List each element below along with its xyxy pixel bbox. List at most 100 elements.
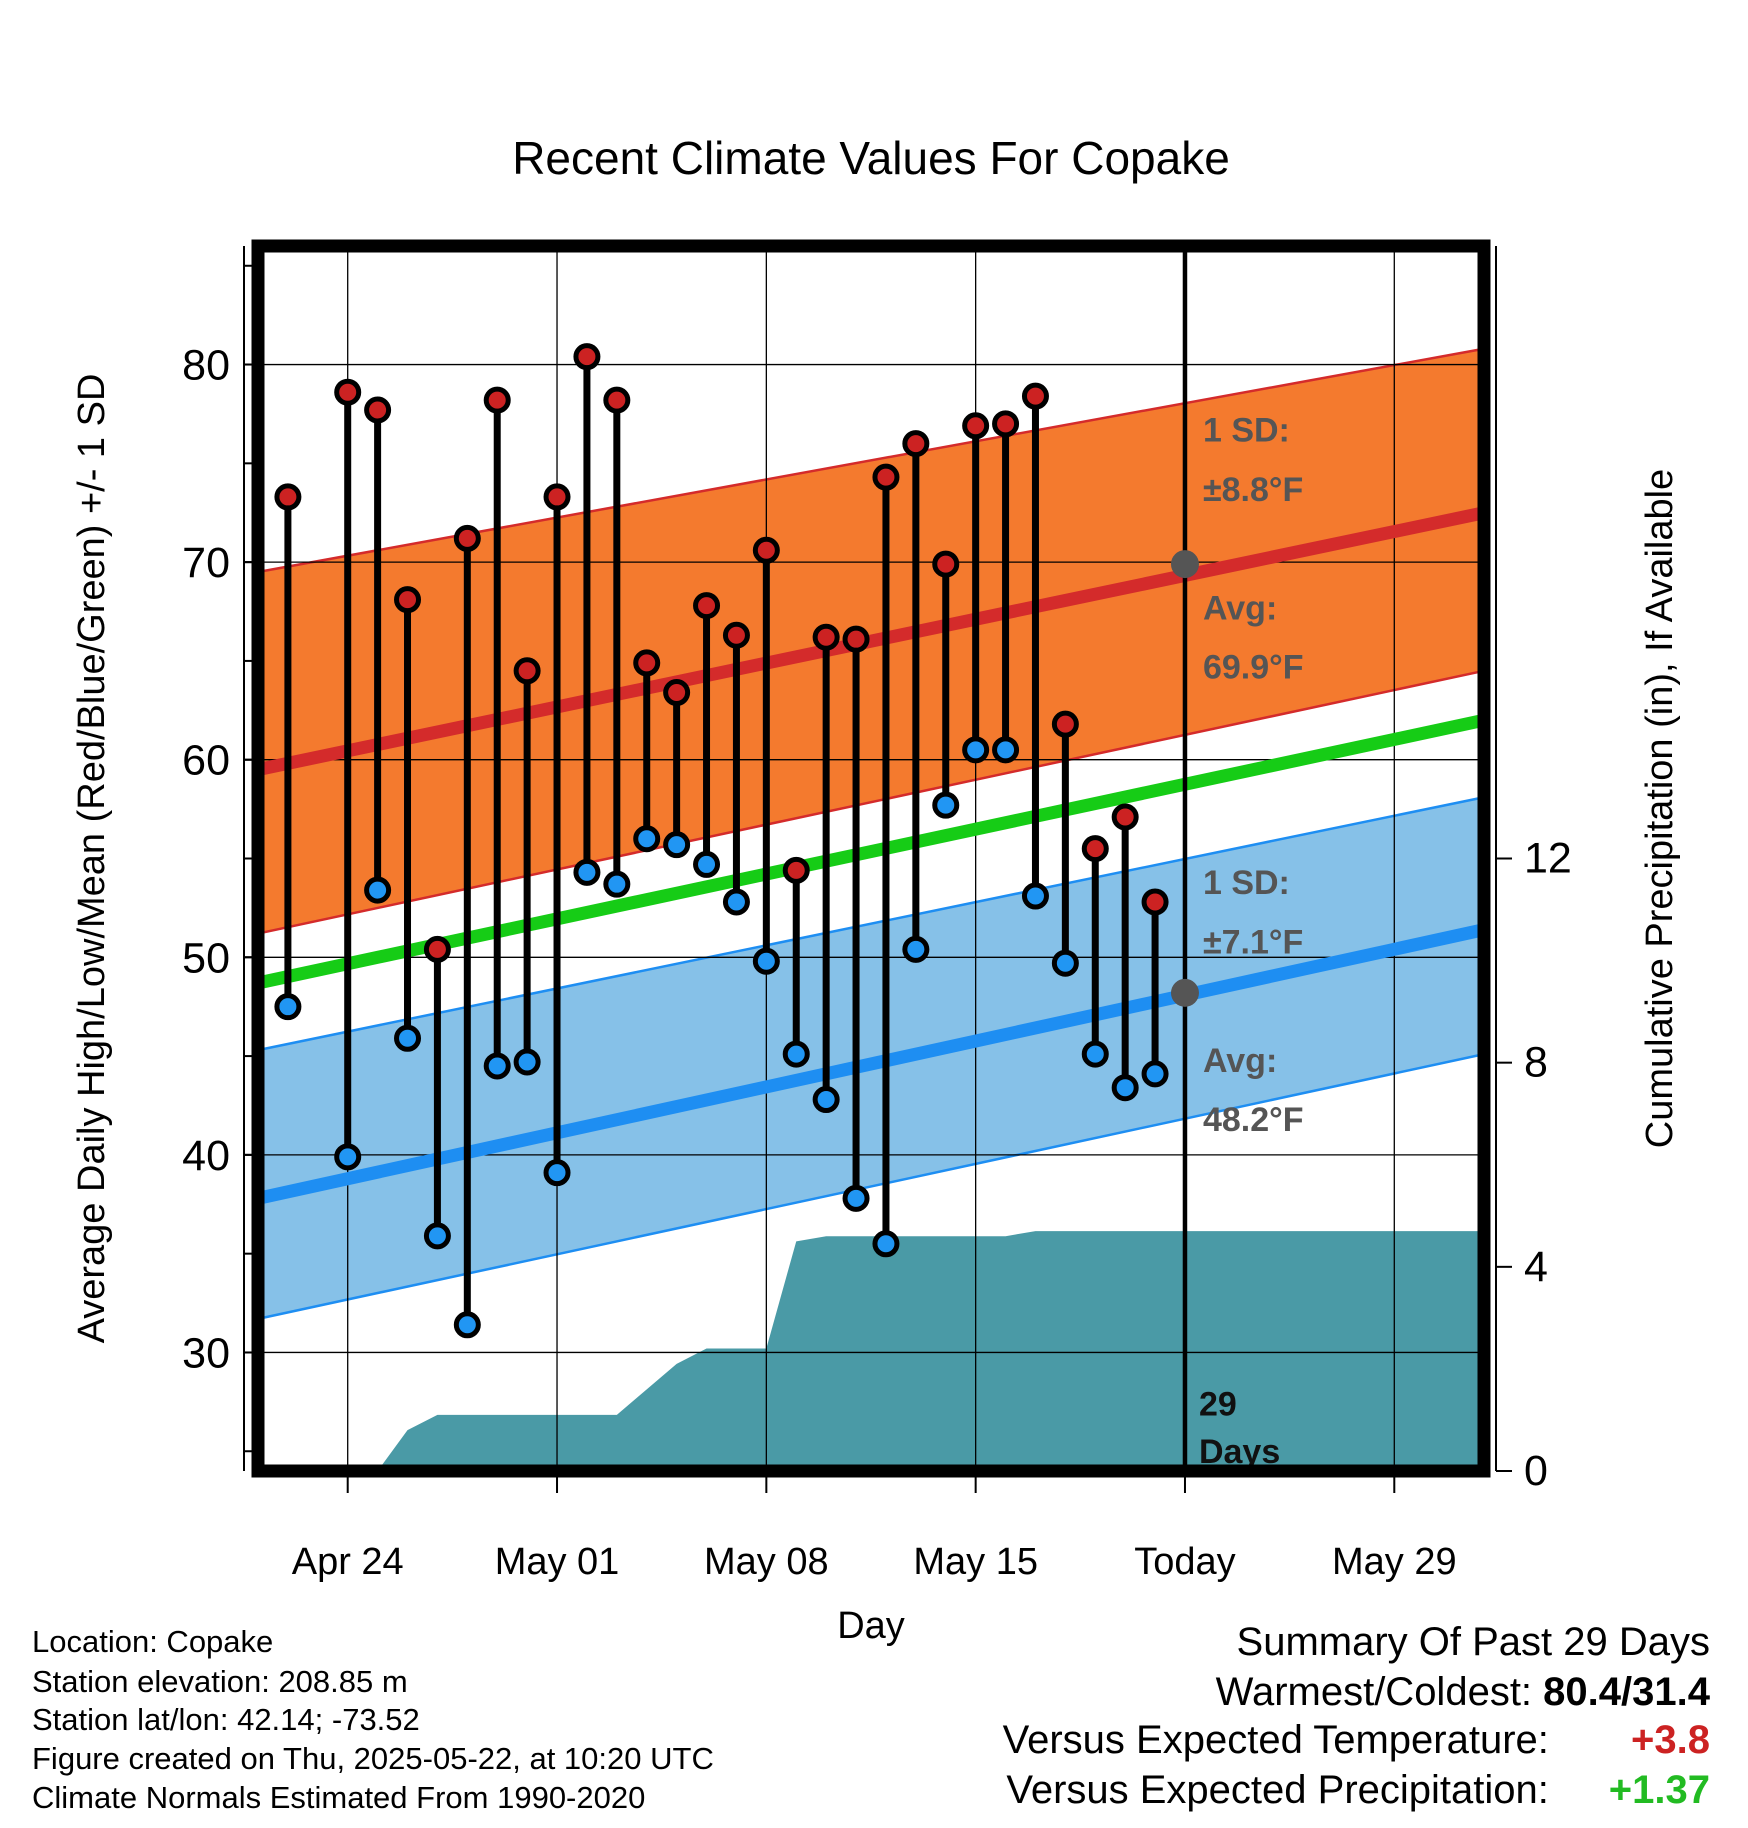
y-tick-label: 70 bbox=[182, 539, 230, 587]
daily-low-point bbox=[334, 1143, 362, 1171]
daily-high-point bbox=[573, 343, 601, 371]
y-tick-label: 80 bbox=[182, 342, 230, 390]
daily-low-point bbox=[842, 1184, 870, 1212]
daily-low-point bbox=[1111, 1074, 1139, 1102]
daily-low-point bbox=[1021, 882, 1049, 910]
annotations: 1 SD: ±8.8°F Avg: 69.9°F 1 SD: ±7.1°F Avg: 48.2… bbox=[1170, 412, 1304, 1471]
daily-high-point bbox=[1021, 382, 1049, 410]
daily-low-point bbox=[603, 870, 631, 898]
high-sd-title: 1 SD: bbox=[1203, 412, 1290, 450]
daily-low-point bbox=[543, 1159, 571, 1187]
daily-low-point bbox=[394, 1024, 422, 1052]
low-avg-title: Avg: bbox=[1203, 1042, 1277, 1080]
daily-high-point bbox=[543, 483, 571, 511]
x-tick-label: May 08 bbox=[704, 1541, 829, 1583]
daily-low-point bbox=[992, 736, 1020, 764]
summary-warm-cold: Warmest/Coldest: 80.4/31.4 bbox=[1216, 1670, 1710, 1715]
daily-low-point bbox=[962, 736, 990, 764]
days-number: 29 bbox=[1199, 1386, 1237, 1424]
footer-created: Figure created on Thu, 2025-05-22, at 10… bbox=[32, 1741, 714, 1776]
daily-high-point bbox=[812, 623, 840, 651]
x-tick-label: May 15 bbox=[913, 1541, 1038, 1583]
plot-frame bbox=[251, 239, 1491, 1478]
mean-average-line bbox=[256, 713, 1486, 990]
summary-warm-cold-value: 80.4/31.4 bbox=[1543, 1670, 1710, 1714]
daily-high-point bbox=[752, 536, 780, 564]
high-sd-value: ±8.8°F bbox=[1203, 471, 1303, 509]
y2-tick-label: 4 bbox=[1524, 1243, 1548, 1291]
daily-low-point bbox=[633, 825, 661, 853]
y-axis-label: Average Daily High/Low/Mean (Red/Blue/Gr… bbox=[71, 374, 113, 1344]
daily-low-point bbox=[423, 1222, 451, 1250]
daily-low-point bbox=[902, 935, 930, 963]
x-tick-label: Today bbox=[1134, 1541, 1235, 1583]
x-axis-label: Day bbox=[837, 1605, 905, 1647]
axes: 30 40 50 60 70 80 0 4 8 12 Apr 24 May 01 May 08 May 1… bbox=[71, 132, 1681, 1647]
daily-high-point bbox=[394, 586, 422, 614]
low-sd-band-lower-edge bbox=[257, 1052, 1485, 1321]
high-avg-value: 69.9°F bbox=[1203, 649, 1304, 687]
footer-latlon: Station lat/lon: 42.14; -73.52 bbox=[32, 1702, 420, 1737]
high-average-line bbox=[256, 506, 1486, 776]
daily-low-point bbox=[513, 1048, 541, 1076]
low-average-line bbox=[256, 923, 1486, 1205]
x-tick-label: May 29 bbox=[1332, 1541, 1457, 1583]
daily-low-point bbox=[1141, 1060, 1169, 1088]
daily-high-point bbox=[1141, 888, 1169, 916]
daily-high-point bbox=[872, 463, 900, 491]
today-high-average-marker bbox=[1170, 550, 1199, 579]
daily-high-point bbox=[603, 386, 631, 414]
daily-low-point bbox=[693, 850, 721, 878]
low-sd-band-upper-edge bbox=[257, 796, 1485, 1052]
daily-high-point bbox=[1081, 835, 1109, 863]
x-tick-label: May 01 bbox=[495, 1541, 620, 1583]
daily-low-point bbox=[752, 947, 780, 975]
daily-high-point bbox=[722, 621, 750, 649]
footer-elevation: Station elevation: 208.85 m bbox=[32, 1664, 408, 1699]
y-tick-label: 40 bbox=[182, 1132, 230, 1180]
daily-high-point bbox=[782, 856, 810, 884]
daily-low-point bbox=[1081, 1040, 1109, 1068]
daily-high-point bbox=[663, 679, 691, 707]
daily-high-point bbox=[633, 649, 661, 677]
daily-low-point bbox=[573, 858, 601, 886]
daily-high-point bbox=[842, 625, 870, 653]
daily-high-point bbox=[693, 592, 721, 620]
daily-low-point bbox=[274, 993, 302, 1021]
summary-precip-label: Versus Expected Precipitation: bbox=[1006, 1768, 1549, 1812]
summary-temp-label: Versus Expected Temperature: bbox=[1002, 1718, 1549, 1762]
daily-low-point bbox=[663, 831, 691, 859]
summary-temp: Versus Expected Temperature: +3.8 bbox=[1003, 1718, 1710, 1763]
daily-high-point bbox=[992, 410, 1020, 438]
x-tick-label: Apr 24 bbox=[292, 1541, 404, 1583]
daily-high-point bbox=[932, 550, 960, 578]
daily-low-point bbox=[932, 791, 960, 819]
daily-ranges bbox=[274, 343, 1169, 1339]
today-low-average-marker bbox=[1170, 978, 1199, 1007]
summary-precip: Versus Expected Precipitation: +1.37 bbox=[1006, 1768, 1710, 1813]
daily-high-point bbox=[962, 412, 990, 440]
daily-high-point bbox=[423, 935, 451, 963]
high-sd-band-lower-edge bbox=[257, 669, 1485, 935]
summary-temp-value: +3.8 bbox=[1631, 1718, 1710, 1762]
y2-axis-label: Cumulative Precipitation (in), If Availa… bbox=[1639, 469, 1681, 1148]
daily-low-point bbox=[364, 876, 392, 904]
daily-low-point bbox=[1051, 949, 1079, 977]
normal-lines bbox=[256, 506, 1486, 1205]
daily-high-point bbox=[364, 396, 392, 424]
summary-title: Summary Of Past 29 Days bbox=[1236, 1620, 1710, 1664]
daily-low-point bbox=[872, 1230, 900, 1258]
y2-tick-label: 0 bbox=[1524, 1447, 1548, 1495]
y-tick-label: 50 bbox=[182, 934, 230, 982]
daily-low-point bbox=[722, 888, 750, 916]
daily-low-point bbox=[782, 1040, 810, 1068]
daily-high-point bbox=[1051, 710, 1079, 738]
summary-precip-value: +1.37 bbox=[1608, 1768, 1710, 1812]
daily-high-point bbox=[483, 386, 511, 414]
daily-high-point bbox=[1111, 803, 1139, 831]
plot-border bbox=[251, 239, 1491, 1478]
y2-tick-label: 12 bbox=[1524, 835, 1572, 883]
daily-high-point bbox=[513, 657, 541, 685]
daily-high-point bbox=[453, 524, 481, 552]
y2-tick-label: 8 bbox=[1524, 1039, 1548, 1087]
